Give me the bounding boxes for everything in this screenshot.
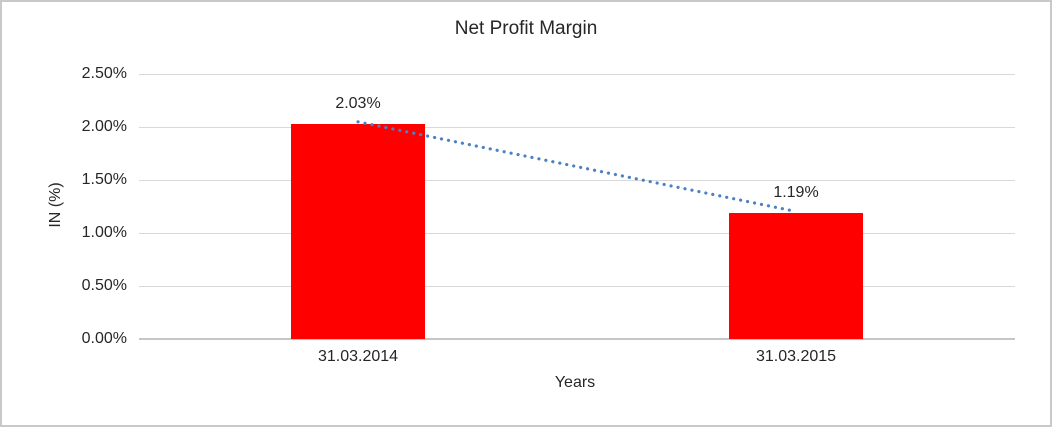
y-tick-label: 0.50% bbox=[81, 277, 127, 294]
gridline bbox=[139, 127, 1015, 128]
bar-31.03.2015 bbox=[729, 212, 863, 339]
data-label: 1.19% bbox=[773, 183, 819, 201]
chart-title: Net Profit Margin bbox=[454, 18, 598, 39]
data-label: 2.03% bbox=[335, 94, 381, 112]
x-axis-title: Years bbox=[554, 374, 596, 391]
gridline bbox=[139, 233, 1015, 234]
y-tick-label: 0.00% bbox=[81, 330, 127, 347]
x-tick-label: 31.03.2014 bbox=[317, 348, 399, 365]
gridline bbox=[139, 180, 1015, 181]
bar-31.03.2014 bbox=[291, 123, 425, 339]
x-tick-label: 31.03.2015 bbox=[755, 348, 837, 365]
gridline bbox=[139, 74, 1015, 75]
y-tick-label: 2.00% bbox=[81, 118, 127, 135]
gridline bbox=[139, 286, 1015, 287]
trendline bbox=[356, 120, 795, 213]
y-tick-label: 1.50% bbox=[81, 171, 127, 188]
y-tick-label: 2.50% bbox=[81, 65, 127, 82]
x-axis-line bbox=[139, 338, 1015, 340]
y-axis-title: IN (%) bbox=[47, 182, 64, 228]
y-tick-label: 1.00% bbox=[81, 224, 127, 241]
